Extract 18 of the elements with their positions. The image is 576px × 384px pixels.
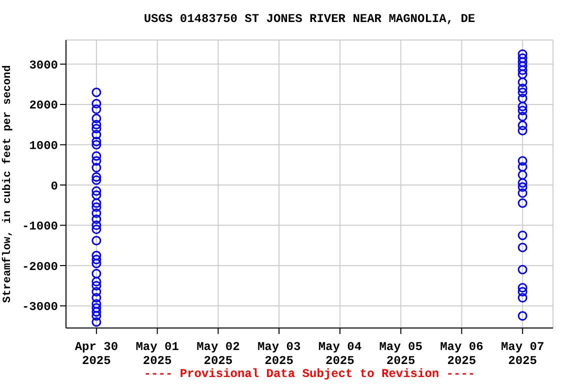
y-tick-label: 2000 <box>29 98 58 113</box>
x-tick-label: May 06 2025 <box>440 340 484 368</box>
chart-title: USGS 01483750 ST JONES RIVER NEAR MAGNOLIA, DE <box>142 12 476 26</box>
y-tick-label: 1000 <box>29 138 58 153</box>
x-tick-label: May 03 2025 <box>257 340 301 368</box>
text: ---- Provisional Data Subject to Revision ---- <box>142 367 476 381</box>
y-tick-label: -1000 <box>22 220 58 234</box>
y-axis-title: Streamflow, in cubic feet per second <box>0 65 14 303</box>
x-tick-label: May 07 2025 <box>500 340 544 368</box>
x-tick-label: Apr 30 2025 <box>74 340 118 368</box>
x-tick-label: May 05 2025 <box>379 340 422 368</box>
x-tick-label: May 02 2025 <box>196 340 240 368</box>
x-tick-label: May 04 2025 <box>318 340 362 368</box>
y-tick-label: 3000 <box>29 58 58 72</box>
y-tick-label: 0 <box>50 179 58 194</box>
y-tick-label: -3000 <box>22 300 58 314</box>
y-tick-label: -2000 <box>22 260 58 274</box>
x-tick-label: May 01 2025 <box>136 340 179 368</box>
